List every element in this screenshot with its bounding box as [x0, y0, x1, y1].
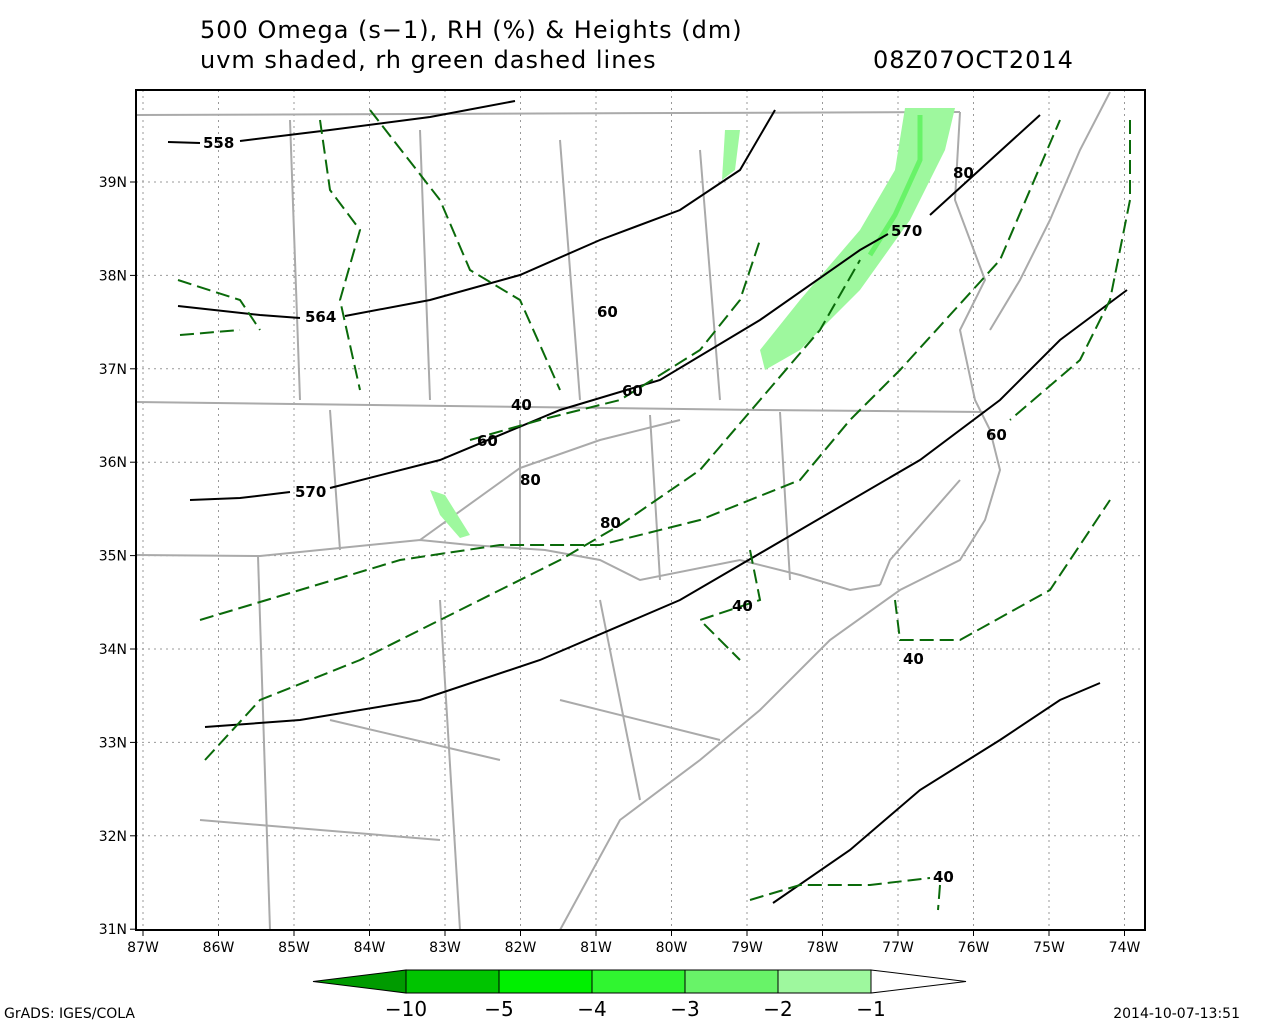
- rh-label: 60: [986, 426, 1007, 444]
- lat-label: 33N: [99, 735, 127, 751]
- lat-label: 35N: [99, 549, 127, 565]
- longitude-labels: 87W 86W 85W 84W 83W 82W 81W 80W 79W 78W 77W 76W 75W 7…: [127, 940, 1140, 956]
- omega-shading: [430, 108, 955, 538]
- rh-label: 40: [903, 650, 924, 668]
- colorbar-box: [777, 969, 872, 994]
- colorbar-box: [684, 969, 779, 994]
- lat-label: 36N: [99, 455, 127, 471]
- lon-label: 80W: [656, 940, 688, 956]
- lon-label: 76W: [958, 940, 990, 956]
- contour-labels: 558 564 570 570 80 60 60 40 60 80 80 60 …: [203, 134, 1007, 886]
- colorbar: −10 −5 −4 −3 −2 −1: [312, 969, 967, 1021]
- title-line2: uvm shaded, rh green dashed lines: [200, 46, 657, 74]
- lon-label: 77W: [882, 940, 914, 956]
- lat-label: 37N: [99, 362, 127, 378]
- map-frame: [135, 89, 1146, 931]
- lon-label: 85W: [278, 940, 310, 956]
- rh-label: 80: [600, 514, 621, 532]
- lat-label: 32N: [99, 829, 127, 845]
- rh-label: 60: [597, 303, 618, 321]
- colorbar-label: −4: [577, 997, 606, 1021]
- rh-label: 40: [511, 396, 532, 414]
- rh-label: 60: [477, 432, 498, 450]
- lon-label: 87W: [127, 940, 159, 956]
- height-contours: [167, 100, 1128, 904]
- colorbar-label: −3: [670, 997, 699, 1021]
- lon-label: 82W: [505, 940, 537, 956]
- height-label: 570: [295, 483, 326, 501]
- colorbar-label: −10: [385, 997, 427, 1021]
- height-label: 558: [203, 134, 234, 152]
- lon-label: 78W: [807, 940, 839, 956]
- colorbar-label: −1: [856, 997, 885, 1021]
- latitude-labels: 39N 38N 37N 36N 35N 34N 33N 32N 31N: [99, 175, 127, 938]
- lon-label: 86W: [203, 940, 235, 956]
- height-label: 564: [305, 308, 336, 326]
- footer-left: GrADS: IGES/COLA: [4, 1006, 135, 1022]
- footer-right: 2014-10-07-13:51: [1113, 1006, 1240, 1022]
- colorbar-triangle: [312, 969, 407, 994]
- lat-label: 38N: [99, 268, 127, 284]
- lon-label: 83W: [429, 940, 461, 956]
- lon-label: 84W: [354, 940, 386, 956]
- rh-label: 80: [520, 471, 541, 489]
- rh-contours: [177, 109, 1131, 911]
- colorbar-box: [498, 969, 593, 994]
- colorbar-box: [591, 969, 686, 994]
- rh-label: 60: [622, 382, 643, 400]
- valid-time: 08Z07OCT2014: [873, 46, 1074, 74]
- lat-label: 34N: [99, 642, 127, 658]
- omega-core: [867, 115, 923, 257]
- boundaries: [135, 91, 1111, 931]
- lon-label: 75W: [1033, 940, 1065, 956]
- height-label: 570: [891, 222, 922, 240]
- lon-label: 81W: [580, 940, 612, 956]
- colorbar-label: −5: [484, 997, 513, 1021]
- rh-label: 40: [933, 868, 954, 886]
- title-line1: 500 Omega (s−1), RH (%) & Heights (dm): [200, 16, 743, 44]
- colorbar-box: [405, 969, 500, 994]
- colorbar-label: −2: [763, 997, 792, 1021]
- rh-label: 80: [953, 164, 974, 182]
- lat-label: 31N: [99, 922, 127, 938]
- colorbar-triangle: [870, 969, 967, 994]
- rh-label: 40: [732, 597, 753, 615]
- lon-label: 79W: [731, 940, 763, 956]
- lat-label: 39N: [99, 175, 127, 191]
- lon-label: 74W: [1109, 940, 1141, 956]
